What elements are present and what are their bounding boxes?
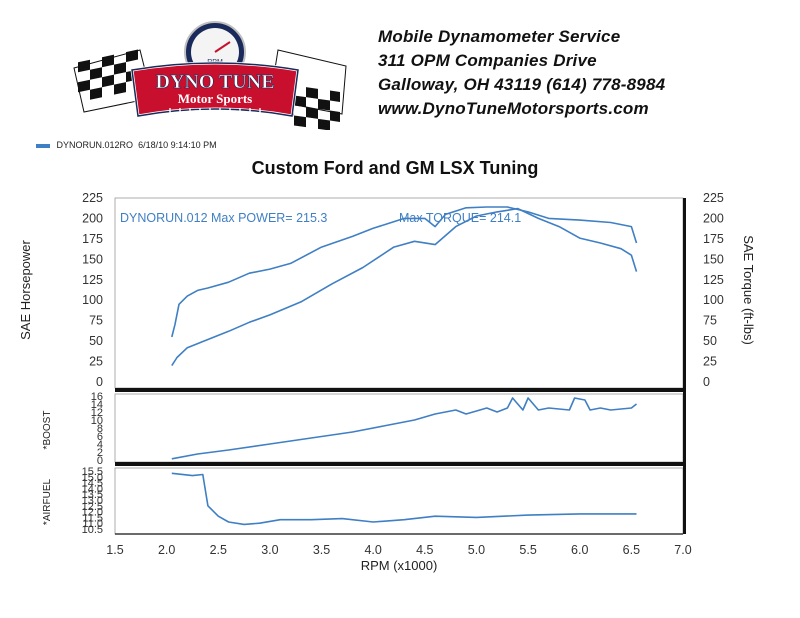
y-right-tick-label: 50: [703, 334, 717, 348]
y-right-tick-label: 75: [703, 314, 717, 328]
boost-tick-label: 10: [91, 415, 103, 427]
company-address-line2: Galloway, OH 43119 (614) 778-8984: [378, 75, 666, 94]
y-tick-label: 50: [89, 334, 103, 348]
x-tick-label: 2.0: [158, 543, 175, 557]
airfuel-tick-label: 13.0: [82, 495, 103, 507]
boost-tick-label: 4: [97, 439, 103, 451]
y-right-tick-label: 150: [703, 252, 724, 266]
y-right-tick-label: 25: [703, 355, 717, 369]
boost-tick-label: 2: [97, 447, 103, 459]
y-tick-label: 125: [82, 273, 103, 287]
x-tick-label: 5.0: [468, 543, 485, 557]
y-tick-label: 0: [96, 375, 103, 389]
airfuel-axis-title: *AIRFUEL: [42, 479, 53, 526]
x-tick-label: 4.5: [416, 543, 433, 557]
logo-line2: Motor Sports: [178, 91, 253, 106]
x-tick-label: 6.5: [623, 543, 640, 557]
y-right-tick-label: 225: [703, 191, 724, 205]
y-right-tick-label: 200: [703, 211, 724, 225]
boost-axis-title: *BOOST: [42, 411, 53, 450]
x-tick-label: 1.5: [106, 543, 123, 557]
x-tick-label: 3.5: [313, 543, 330, 557]
y-right-axis-title: SAE Torque (ft-lbs): [741, 235, 756, 345]
y-tick-label: 200: [82, 211, 103, 225]
max-power-annotation: DYNORUN.012 Max POWER= 215.3: [120, 211, 327, 225]
y-tick-label: 100: [82, 293, 103, 307]
y-right-tick-label: 0: [703, 375, 710, 389]
y-tick-label: 75: [89, 314, 103, 328]
x-tick-label: 7.0: [674, 543, 691, 557]
boost-tick-label: 0: [97, 455, 103, 467]
panel-divider-2: [115, 462, 683, 466]
y-right-tick-label: 125: [703, 273, 724, 287]
panel-divider-1: [115, 388, 683, 392]
boost-tick-label: 16: [91, 391, 103, 403]
airfuel-series-line: [171, 472, 637, 526]
airfuel-tick-label: 12.5: [82, 501, 103, 513]
y-axis-title: SAE Horsepower: [18, 239, 33, 339]
airfuel-tick-label: 15.5: [82, 466, 103, 478]
run-datetime: 6/18/10 9:14:10 PM: [138, 140, 217, 150]
logo-line1: DYNO TUNE: [155, 71, 274, 93]
boost-tick-label: 12: [91, 407, 103, 419]
y-tick-label: 225: [82, 191, 103, 205]
y-tick-label: 25: [89, 355, 103, 369]
logo-banner: DYNO TUNE Motor Sports: [130, 61, 300, 118]
x-axis-title: RPM (x1000): [361, 558, 438, 573]
horsepower-series-line: [171, 207, 638, 367]
panel-frame-1: [114, 393, 684, 463]
x-tick-label: 5.5: [519, 543, 536, 557]
dyno-tune-logo: RPM DYNO TUNE Motor Sports: [73, 21, 347, 130]
y-tick-label: 150: [82, 252, 103, 266]
x-tick-label: 2.5: [210, 543, 227, 557]
series-swatch: [36, 143, 50, 148]
company-website: www.DynoTuneMotorsports.com: [378, 99, 649, 118]
x-tick-label: 3.0: [261, 543, 278, 557]
airfuel-tick-label: 15.0: [82, 472, 103, 484]
airfuel-tick-label: 11.5: [82, 512, 103, 524]
airfuel-tick-label: 14.0: [82, 483, 103, 495]
boost-tick-label: 8: [97, 423, 103, 435]
boost-series-line: [171, 397, 637, 460]
airfuel-tick-label: 12.0: [82, 507, 103, 519]
run-legend: DYNORUN.012RO 6/18/10 9:14:10 PM: [36, 140, 217, 150]
right-axis-line: [683, 198, 686, 534]
y-right-tick-label: 175: [703, 232, 724, 246]
airfuel-tick-label: 14.5: [82, 478, 103, 490]
x-tick-label: 6.0: [571, 543, 588, 557]
x-tick-label: 4.0: [364, 543, 381, 557]
chart-title: Custom Ford and GM LSX Tuning: [251, 158, 539, 178]
boost-tick-label: 6: [97, 431, 103, 443]
torque-series-line: [171, 206, 638, 338]
y-right-tick-label: 100: [703, 293, 724, 307]
y-tick-label: 175: [82, 232, 103, 246]
company-name: Mobile Dynamometer Service: [378, 27, 621, 46]
checkered-flag-left-icon: [73, 49, 153, 113]
company-address-line1: 311 OPM Companies Drive: [378, 51, 597, 70]
airfuel-tick-label: 13.5: [82, 489, 103, 501]
boost-tick-label: 14: [91, 399, 103, 411]
airfuel-tick-label: 11.0: [82, 518, 103, 530]
run-name: DYNORUN.012RO: [56, 140, 134, 150]
airfuel-tick-label: 10.5: [82, 524, 103, 536]
panel-frame-2: [114, 467, 684, 535]
panel-frame-0: [114, 197, 684, 389]
